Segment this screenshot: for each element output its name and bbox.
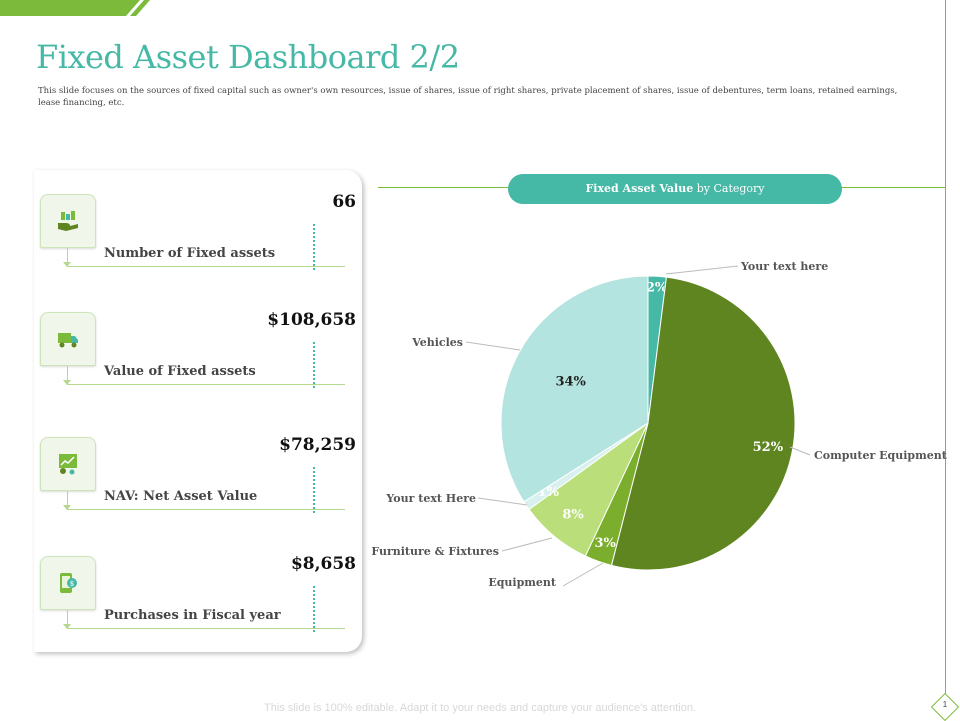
chart-title-bold: Fixed Asset Value [585, 182, 694, 195]
pie-leader-line [562, 562, 604, 587]
kpi-card-value-of-assets: $108,658 Value of Fixed assets [34, 288, 364, 398]
pie-category-label: Computer Equipment [814, 449, 948, 462]
kpi-panel: 66 Number of Fixed assets $108,658 Value… [34, 170, 362, 652]
chart-title-rest: by Category [693, 182, 765, 195]
pie-slice-computer-equipment [610, 276, 796, 571]
kpi-label: Value of Fixed assets [104, 364, 256, 379]
pie-percent-label: 1% [538, 485, 560, 500]
pie-slice-furniture-fixtures [528, 422, 649, 557]
pie-slice-equipment [584, 422, 649, 566]
kpi-value: $78,259 [279, 435, 356, 455]
pie-percent-label: 52% [753, 440, 784, 455]
pie-percent-label: 3% [594, 536, 616, 551]
corner-accent-bar [0, 0, 150, 16]
pie-category-label: Vehicles [411, 336, 463, 349]
kpi-value: 66 [332, 192, 356, 212]
chart-title-pill: Fixed Asset Value by Category [508, 174, 842, 204]
kpi-label: Purchases in Fiscal year [104, 608, 281, 623]
pie-category-label: Equipment [488, 576, 557, 589]
pie-percent-label: 8% [562, 508, 584, 523]
right-border-line [945, 0, 946, 695]
kpi-label: Number of Fixed assets [104, 246, 276, 261]
pie-leader-line [477, 497, 528, 506]
pie-leader-line [465, 341, 521, 351]
pie-percent-label: 34% [555, 375, 586, 390]
mobile-payment-icon: $ [40, 556, 96, 610]
pie-slice-your-text-here [647, 275, 667, 424]
pie-percent-label: 2% [646, 281, 668, 296]
kpi-value: $108,658 [267, 310, 356, 330]
pie-leader-line [665, 265, 739, 275]
pie-slice-vehicles [500, 275, 649, 503]
pie-category-label: Furniture & Fixtures [371, 545, 499, 558]
svg-text:$: $ [70, 580, 74, 588]
kpi-card-nav: $78,259 NAV: Net Asset Value [34, 413, 364, 523]
kpi-label: NAV: Net Asset Value [104, 489, 258, 504]
footer-note: This slide is 100% editable. Adapt it to… [264, 702, 696, 714]
kpi-card-number-of-assets: 66 Number of Fixed assets [34, 170, 364, 280]
pie-leader-line [789, 446, 811, 456]
truck-icon [40, 312, 96, 366]
page-title: Fixed Asset Dashboard 2/2 [36, 38, 460, 76]
page-number: 1 [942, 700, 948, 709]
pie-slice-your-text-here [523, 422, 649, 511]
pie-leader-line [501, 537, 553, 552]
money-hand-icon [40, 194, 96, 248]
page-subtitle: This slide focuses on the sources of fix… [38, 86, 898, 108]
pie-category-label: Your text Here [385, 492, 476, 505]
kpi-value: $8,658 [290, 554, 356, 574]
kpi-card-purchases: $ $8,658 Purchases in Fiscal year [34, 532, 364, 642]
growth-chart-gear-icon [40, 437, 96, 491]
pie-category-label: Your text here [740, 260, 828, 273]
